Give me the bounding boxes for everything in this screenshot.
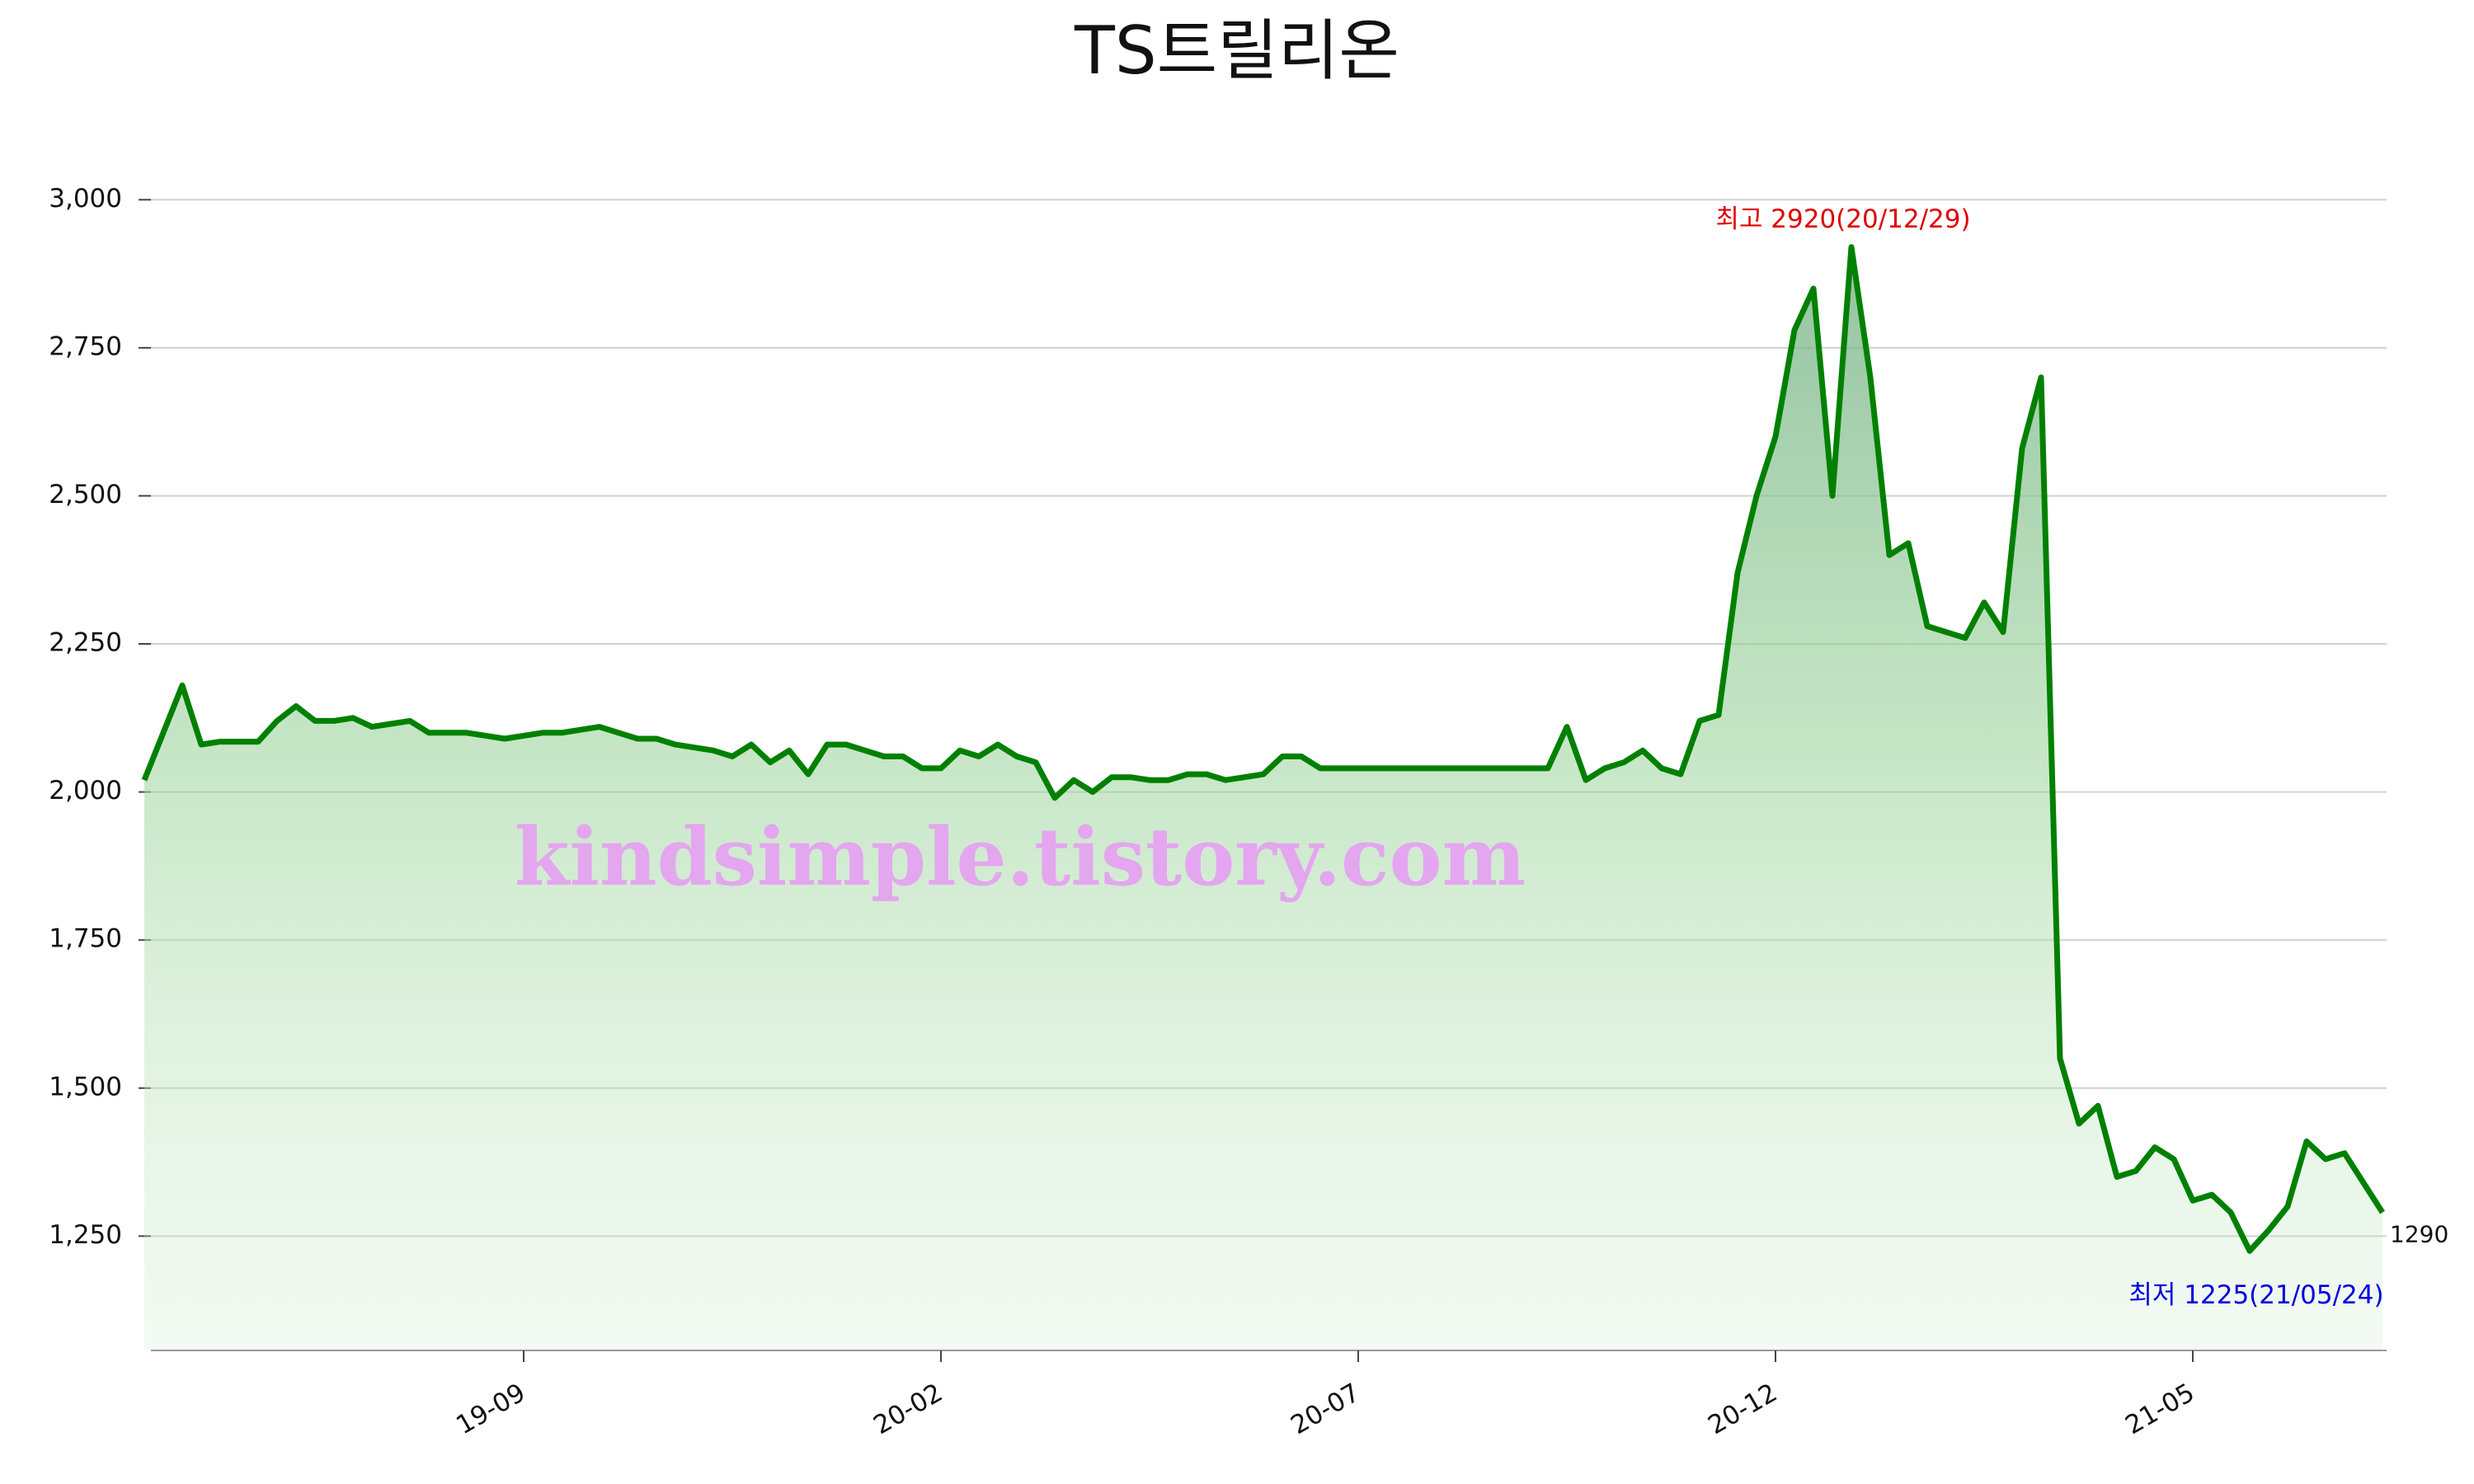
y-tick-label: 1,500: [49, 1072, 122, 1101]
x-tick-label: 21-05: [2120, 1378, 2199, 1440]
x-tick-label: 20-02: [868, 1378, 948, 1440]
low-annotation: 최저 1225(21/05/24): [2128, 1280, 2383, 1310]
y-tick-label: 2,500: [49, 480, 122, 510]
y-tick-label: 3,000: [49, 184, 122, 214]
y-tick-label: 2,000: [49, 776, 122, 805]
x-tick-label: 20-12: [1703, 1378, 1782, 1440]
chart-title: TS트릴리온: [1074, 12, 1399, 89]
watermark: kindsimple.tistory.com: [515, 810, 1526, 904]
y-tick-label: 2,250: [49, 628, 122, 658]
y-tick-label: 1,750: [49, 924, 122, 954]
x-tick-label: 19-09: [451, 1378, 530, 1440]
last-value-label: 1290: [2390, 1221, 2448, 1248]
y-tick-label: 2,750: [49, 331, 122, 361]
area: [144, 247, 2382, 1351]
y-tick-label: 1,250: [49, 1220, 122, 1250]
x-tick-label: 20-07: [1286, 1378, 1365, 1440]
line: [141, 244, 2385, 1254]
high-annotation: 최고 2920(20/12/29): [1715, 204, 1970, 234]
